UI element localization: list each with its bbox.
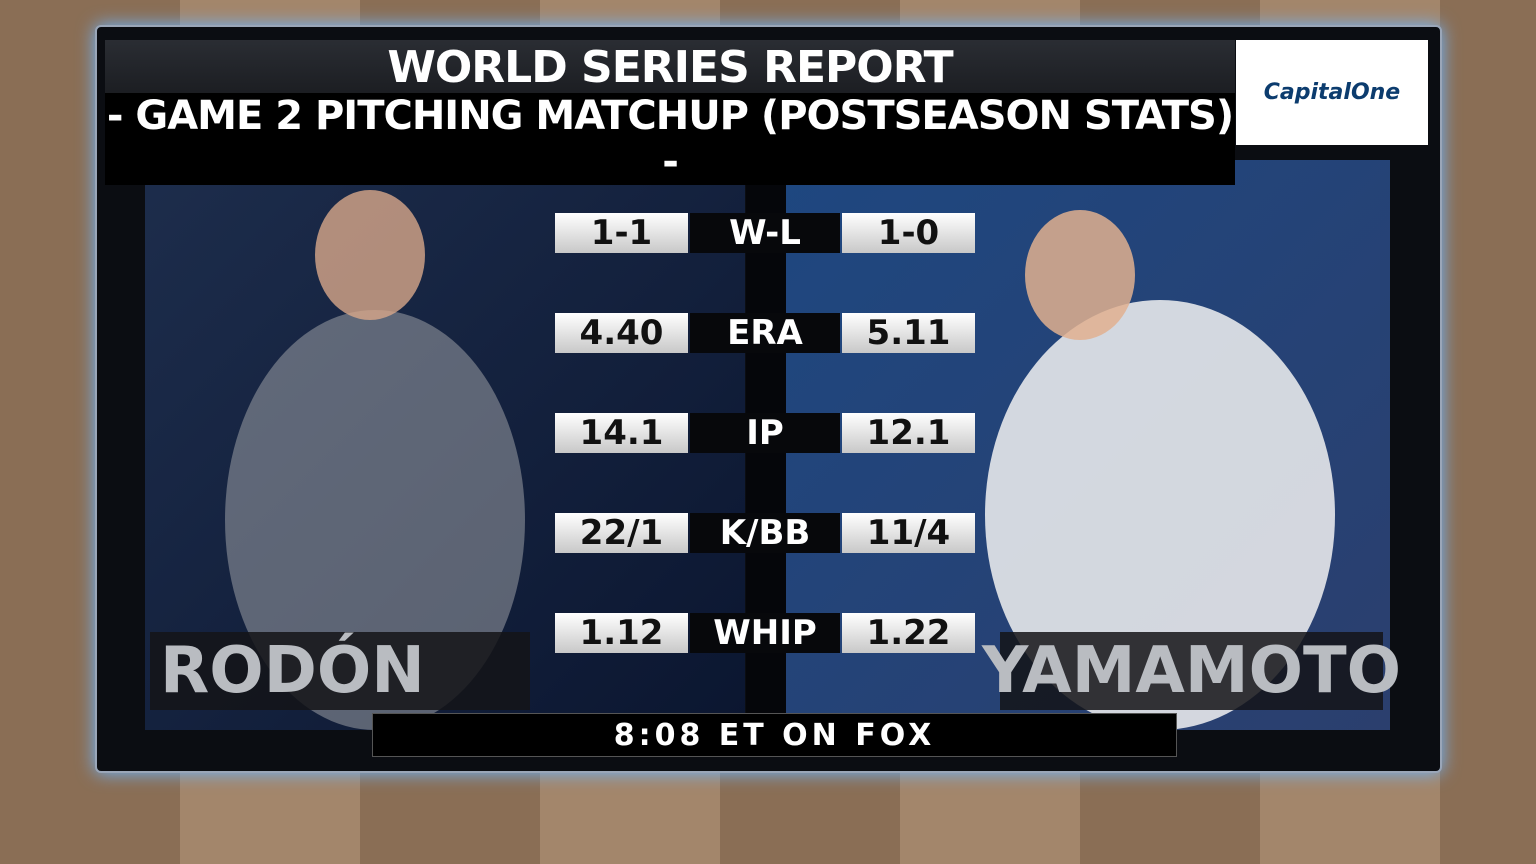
pitcher-name: YAMAMOTO <box>981 632 1402 710</box>
stat-left-value: 22/1 <box>555 513 688 553</box>
stat-label: W-L <box>690 213 840 253</box>
stat-right-value: 11/4 <box>842 513 975 553</box>
stat-left-value: 14.1 <box>555 413 688 453</box>
pitcher-name: RODÓN <box>150 632 530 710</box>
sponsor-logo: Capital One <box>1236 40 1428 145</box>
stat-label: IP <box>690 413 840 453</box>
subtitle: - GAME 2 PITCHING MATCHUP (POSTSEASON ST… <box>105 93 1235 185</box>
right-pitcher-head <box>1025 210 1135 340</box>
stat-right-value: 1-0 <box>842 213 975 253</box>
left-pitcher-head <box>315 190 425 320</box>
sponsor-name: Capital <box>1263 80 1351 105</box>
stat-label: K/BB <box>690 513 840 553</box>
stat-left-value: 1.12 <box>555 613 688 653</box>
stat-left-value: 4.40 <box>555 313 688 353</box>
stat-label: ERA <box>690 313 840 353</box>
title: WORLD SERIES REPORT <box>387 42 953 93</box>
stat-right-value: 12.1 <box>842 413 975 453</box>
sponsor-name-suffix: One <box>1350 80 1401 105</box>
stat-left-value: 1-1 <box>555 213 688 253</box>
stat-right-value: 5.11 <box>842 313 975 353</box>
footer: 8:08 ET ON FOX <box>372 713 1177 757</box>
header: WORLD SERIES REPORT - GAME 2 PITCHING MA… <box>105 40 1235 185</box>
stat-label: WHIP <box>690 613 840 653</box>
stat-right-value: 1.22 <box>842 613 975 653</box>
